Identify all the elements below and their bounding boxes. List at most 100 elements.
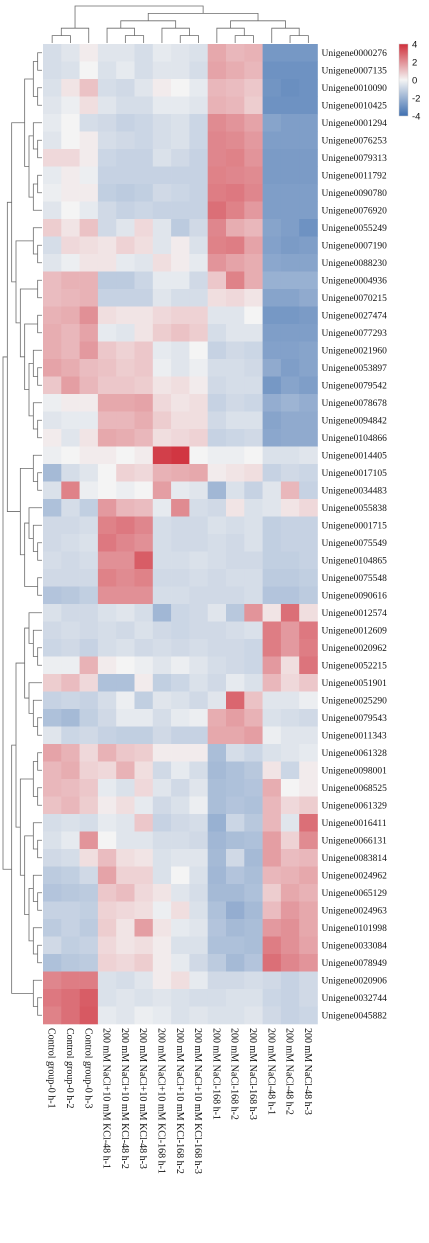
heatmap-cell bbox=[226, 569, 245, 587]
heatmap-cell bbox=[189, 936, 208, 955]
heatmap-cell bbox=[152, 971, 172, 990]
heatmap-cell bbox=[262, 254, 282, 272]
heatmap-cell bbox=[152, 551, 172, 570]
column-label: 200 mM NaCl-168 h-2 bbox=[229, 1028, 240, 1120]
heatmap-cell bbox=[43, 971, 62, 990]
heatmap-cell bbox=[189, 971, 208, 990]
heatmap-cell bbox=[79, 184, 99, 202]
heatmap-cell bbox=[97, 306, 117, 325]
heatmap-cell bbox=[152, 884, 172, 902]
heatmap-cell bbox=[97, 849, 117, 867]
heatmap-cell bbox=[244, 954, 263, 972]
heatmap-cell bbox=[152, 481, 172, 500]
heatmap-cell bbox=[116, 796, 135, 815]
heatmap-cell bbox=[43, 394, 62, 412]
heatmap-cell bbox=[280, 341, 300, 360]
heatmap-cell bbox=[134, 219, 154, 237]
heatmap-cell bbox=[244, 96, 263, 115]
heatmap-cell bbox=[79, 131, 99, 150]
heatmap-cell bbox=[97, 761, 117, 780]
heatmap-cell bbox=[116, 236, 135, 255]
heatmap-cell bbox=[43, 271, 62, 290]
heatmap-cell bbox=[226, 394, 245, 412]
heatmap-cell bbox=[207, 44, 227, 62]
heatmap-cell bbox=[262, 971, 282, 990]
row-label: Unigene0012574 bbox=[322, 609, 388, 619]
heatmap-cell bbox=[189, 656, 208, 675]
heatmap-cell bbox=[116, 184, 135, 202]
heatmap-cell bbox=[226, 359, 245, 377]
heatmap-cell bbox=[244, 149, 263, 167]
heatmap-cell bbox=[280, 621, 300, 640]
heatmap-cell bbox=[262, 1006, 282, 1025]
heatmap-cell bbox=[189, 569, 208, 587]
heatmap-cell bbox=[171, 551, 190, 570]
heatmap-cell bbox=[226, 131, 245, 150]
heatmap-cell bbox=[171, 639, 190, 657]
heatmap-cell bbox=[97, 394, 117, 412]
heatmap-cell bbox=[262, 394, 282, 412]
heatmap-cell bbox=[280, 61, 300, 80]
heatmap-cell bbox=[61, 376, 80, 395]
row-label: Unigene0007135 bbox=[322, 67, 388, 77]
heatmap-cell bbox=[280, 114, 300, 132]
heatmap-cell bbox=[116, 831, 135, 850]
heatmap-cell bbox=[97, 236, 117, 255]
heatmap-cell bbox=[97, 184, 117, 202]
row-dendrogram-branch bbox=[28, 612, 42, 644]
heatmap-cell bbox=[79, 219, 99, 237]
heatmap-cell bbox=[152, 149, 172, 167]
row-dendrogram-branch bbox=[37, 839, 42, 859]
heatmap-cell bbox=[189, 201, 208, 220]
heatmap-cell bbox=[61, 131, 80, 150]
heatmap-cell bbox=[134, 201, 154, 220]
heatmap-cell bbox=[79, 236, 99, 255]
heatmap-cell bbox=[43, 954, 62, 972]
heatmap-cell bbox=[244, 761, 263, 780]
heatmap-cell bbox=[207, 236, 227, 255]
heatmap-cell bbox=[97, 411, 117, 430]
heatmap-cell bbox=[43, 149, 62, 167]
color-legend: 4 2 0 -2 -4 bbox=[398, 40, 420, 123]
heatmap-cell bbox=[207, 936, 227, 955]
heatmap-cell bbox=[61, 324, 80, 342]
heatmap-cell bbox=[97, 586, 117, 605]
heatmap-cell bbox=[97, 551, 117, 570]
heatmap-cell bbox=[43, 1006, 62, 1025]
heatmap-cell bbox=[134, 569, 154, 587]
heatmap-cell bbox=[280, 376, 300, 395]
heatmap-cell bbox=[207, 411, 227, 430]
heatmap-cell bbox=[43, 551, 62, 570]
heatmap-cell bbox=[61, 726, 80, 745]
heatmap-cell bbox=[280, 884, 300, 902]
heatmap-cell bbox=[280, 289, 300, 307]
heatmap-cell bbox=[97, 324, 117, 342]
heatmap-cell bbox=[79, 744, 99, 762]
heatmap-cell bbox=[134, 814, 154, 832]
heatmap-cell bbox=[299, 114, 318, 132]
heatmap-cell bbox=[171, 446, 190, 465]
heatmap-cell bbox=[226, 604, 245, 622]
heatmap-cell bbox=[207, 446, 227, 465]
heatmap-cell bbox=[171, 1006, 190, 1025]
heatmap-cell bbox=[61, 639, 80, 657]
heatmap-cell bbox=[97, 254, 117, 272]
heatmap-cell bbox=[189, 166, 208, 185]
heatmap-cell bbox=[299, 499, 318, 517]
heatmap-cell bbox=[171, 516, 190, 535]
heatmap-cell bbox=[152, 79, 172, 97]
heatmap-cell bbox=[226, 464, 245, 482]
heatmap-cell bbox=[299, 709, 318, 727]
heatmap-cell bbox=[207, 639, 227, 657]
column-dendrogram-branch bbox=[74, 5, 204, 29]
heatmap-cell bbox=[79, 481, 99, 500]
heatmap-cell bbox=[280, 44, 300, 62]
heatmap-cell bbox=[152, 394, 172, 412]
row-label: Unigene0055249 bbox=[322, 224, 388, 234]
row-dendrogram-branch bbox=[37, 542, 42, 561]
heatmap-cell bbox=[189, 254, 208, 272]
heatmap-cell bbox=[207, 306, 227, 325]
heatmap-cell bbox=[299, 744, 318, 762]
heatmap-cell bbox=[171, 499, 190, 517]
heatmap-cell bbox=[244, 289, 263, 307]
